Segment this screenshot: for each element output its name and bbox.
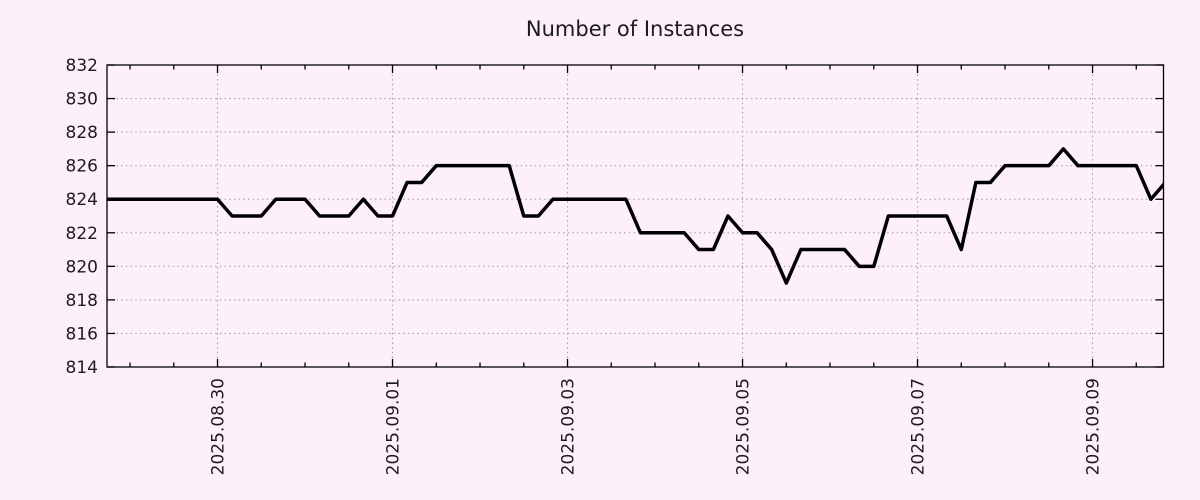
x-tick-label: 2025.09.05 xyxy=(734,378,754,475)
chart-title: Number of Instances xyxy=(525,17,745,41)
y-tick-label: 826 xyxy=(66,157,98,177)
axis-ticks xyxy=(107,64,1164,368)
x-tick-label: 2025.09.09 xyxy=(1084,378,1104,475)
x-tick-label: 2025.09.01 xyxy=(384,378,404,475)
gridlines xyxy=(107,65,1164,367)
y-tick-label: 816 xyxy=(66,324,98,344)
y-tick-label: 832 xyxy=(66,56,98,76)
y-tick-label: 814 xyxy=(66,358,98,378)
y-axis-labels: 814 816 818 820 822 824 826 828 830 832 xyxy=(66,56,98,378)
x-tick-label: 2025.09.07 xyxy=(909,378,929,475)
plot-border xyxy=(106,64,1165,368)
x-tick-label: 2025.09.03 xyxy=(559,378,579,475)
y-tick-label: 824 xyxy=(66,190,98,210)
series-line xyxy=(107,147,1164,285)
y-tick-label: 830 xyxy=(66,90,98,110)
y-tick-label: 828 xyxy=(66,123,98,143)
y-tick-label: 820 xyxy=(66,257,98,277)
y-tick-label: 818 xyxy=(66,291,98,311)
y-tick-label: 822 xyxy=(66,224,98,244)
x-axis-labels: 2025.08.30 2025.09.01 2025.09.03 2025.09.05… xyxy=(209,378,1104,475)
series-path xyxy=(107,147,1164,285)
x-tick-label: 2025.08.30 xyxy=(209,378,229,475)
